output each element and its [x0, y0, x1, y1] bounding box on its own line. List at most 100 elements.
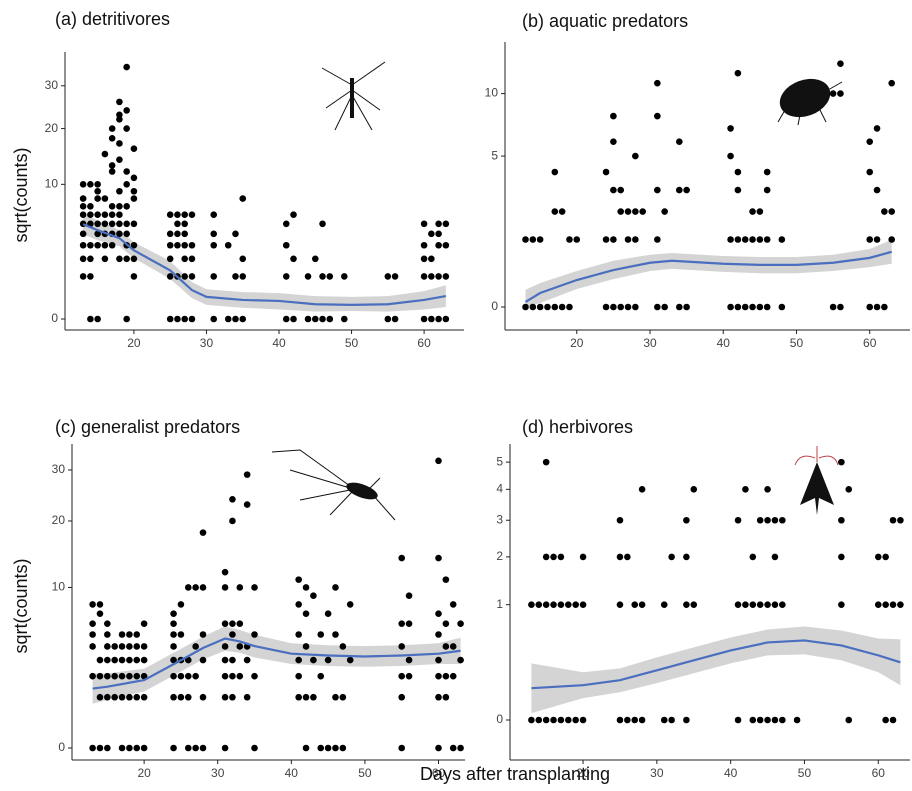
data-point [749, 601, 757, 608]
data-point [332, 631, 339, 638]
x-tick-label: 20 [127, 336, 141, 350]
panel: (a) detritivores sqrt(counts) 0 10 20 30 20 30 4… [11, 9, 464, 350]
data-point [184, 744, 192, 752]
data-point [239, 273, 247, 280]
data-point [339, 744, 347, 752]
data-point [123, 315, 130, 323]
data-point [829, 90, 837, 97]
data-point [778, 303, 786, 311]
data-point [420, 315, 428, 323]
data-point [96, 610, 104, 617]
data-point [188, 273, 196, 280]
data-point [668, 716, 675, 724]
data-point [398, 744, 406, 752]
data-point [101, 220, 109, 228]
data-point [573, 236, 581, 243]
data-point [87, 241, 94, 249]
data-point [302, 610, 310, 617]
data-point [295, 601, 302, 608]
data-point [111, 643, 118, 650]
data-point [243, 471, 251, 478]
data-point [542, 601, 550, 608]
chart-title: (b) aquatic predators [522, 11, 688, 31]
data-point [873, 236, 881, 243]
data-point [324, 610, 332, 617]
data-point [420, 220, 428, 228]
data-point [87, 255, 94, 263]
data-point [123, 220, 130, 228]
data-point [170, 643, 177, 650]
data-point [756, 236, 764, 243]
data-point [873, 303, 881, 311]
data-point [536, 303, 544, 311]
data-point [236, 584, 244, 591]
data-point [224, 315, 232, 323]
y-tick-label: 0 [496, 712, 503, 726]
data-point [557, 716, 565, 724]
data-point [579, 601, 587, 608]
data-point [188, 241, 196, 249]
data-point [170, 610, 177, 617]
data-point [251, 744, 258, 752]
data-point [130, 255, 138, 263]
data-point [282, 315, 290, 323]
data-point [140, 643, 148, 650]
data-point [435, 631, 442, 638]
y-axis-label: sqrt(counts) [11, 147, 31, 242]
data-point [111, 693, 118, 701]
data-point [232, 273, 239, 280]
data-point [126, 693, 133, 701]
data-point [130, 174, 138, 182]
data-point [174, 230, 181, 238]
data-point [837, 60, 844, 67]
data-point [442, 643, 450, 650]
data-point [104, 620, 111, 627]
smooth-line [524, 250, 892, 303]
y-axis-label: sqrt(counts) [11, 558, 31, 653]
data-point [332, 584, 339, 591]
data-point [310, 592, 317, 600]
data-point [199, 693, 207, 701]
data-point [140, 656, 148, 664]
panel: (c) generalist predators sqrt(counts) 0 10 2… [11, 417, 465, 780]
data-point [764, 516, 771, 524]
smooth-line [82, 223, 447, 306]
data-point [734, 186, 742, 194]
data-point [133, 631, 141, 638]
data-point [616, 716, 624, 724]
data-point [616, 553, 624, 561]
data-point [544, 303, 551, 311]
data-point [654, 303, 661, 311]
data-point [210, 273, 218, 280]
icon-spider [271, 449, 396, 521]
data-point [874, 553, 882, 561]
data-point [188, 315, 196, 323]
data-point [749, 716, 757, 724]
data-point [251, 631, 258, 638]
data-point [140, 672, 148, 680]
data-point [882, 716, 889, 724]
data-point [764, 486, 771, 493]
data-point [243, 656, 251, 664]
data-point [742, 601, 749, 608]
data-point [166, 255, 174, 263]
data-point [221, 693, 229, 701]
data-point [734, 236, 742, 243]
data-point [442, 693, 450, 701]
y-tick-label: 20 [45, 121, 59, 135]
data-point [624, 553, 631, 561]
data-point [188, 211, 196, 219]
data-point [104, 693, 111, 701]
data-point [302, 643, 310, 650]
data-point [130, 273, 138, 280]
data-point [236, 643, 244, 650]
data-point [610, 112, 617, 120]
y-tick-label: 0 [58, 740, 65, 754]
data-point [123, 203, 130, 210]
data-point [123, 168, 130, 175]
x-tick-label: 20 [570, 336, 584, 350]
data-point [177, 631, 185, 638]
data-point [94, 211, 101, 219]
y-tick-label: 5 [491, 148, 498, 162]
data-point [123, 230, 130, 238]
